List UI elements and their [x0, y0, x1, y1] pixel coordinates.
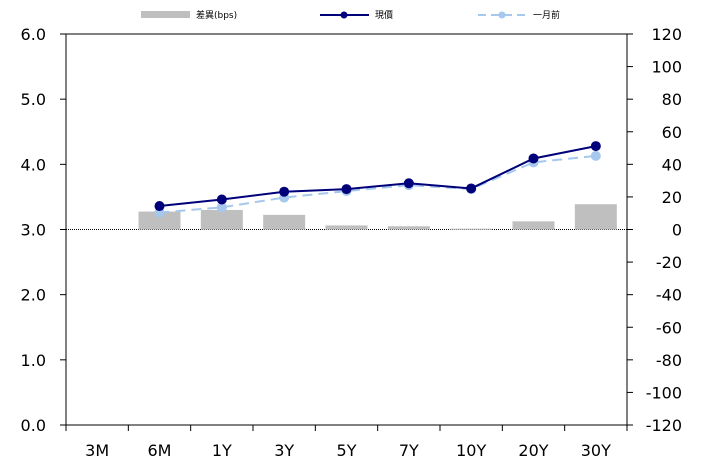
month-ago-point-30Y	[590, 150, 601, 161]
left-tick-label: 4.0	[21, 155, 46, 174]
current-point-6M	[154, 201, 165, 212]
x-tick-label: 3M	[85, 441, 109, 460]
right-tick-label: -120	[646, 416, 682, 435]
right-tick-label: -80	[656, 351, 682, 370]
x-tick-label: 20Y	[518, 441, 548, 460]
left-tick-label: 1.0	[21, 351, 46, 370]
bar-30Y	[574, 204, 617, 230]
bar-7Y	[387, 226, 430, 230]
current-point-7Y	[403, 178, 414, 189]
axes: 0.0 1.0 2.0 3.0 4.0 5.0 6.0 -120 -100 -80 -60 -40 -2…	[21, 25, 682, 460]
bar-series	[138, 204, 617, 230]
x-tick-label: 3Y	[274, 441, 294, 460]
bar-20Y	[512, 221, 555, 230]
legend-swatch-marker	[498, 11, 506, 19]
x-tick-label: 30Y	[581, 441, 611, 460]
legend-label: 現價	[375, 10, 393, 21]
right-tick-label: 100	[651, 58, 682, 77]
current-point-1Y	[216, 194, 227, 205]
right-tick-label: 120	[651, 25, 682, 44]
bar-1Y	[200, 209, 243, 230]
right-tick-label: -60	[656, 318, 682, 337]
left-tick-label: 3.0	[21, 221, 46, 240]
bar-5Y	[325, 225, 368, 230]
right-tick-label: 60	[662, 123, 682, 142]
line-series	[154, 141, 601, 218]
right-tick-label: -20	[656, 253, 682, 272]
month-ago-line	[159, 154, 596, 214]
right-tick-label: 40	[662, 155, 682, 174]
left-tick-label: 2.0	[21, 286, 46, 305]
right-tick-label: -40	[656, 286, 682, 305]
current-point-20Y	[528, 153, 539, 164]
right-tick-label: 80	[662, 90, 682, 109]
legend-swatch-marker	[340, 11, 348, 19]
month-ago-point-1Y	[216, 202, 227, 213]
right-tick-label: -100	[646, 383, 682, 402]
current-point-10Y	[466, 183, 477, 194]
legend-swatch-bar	[141, 11, 190, 18]
left-tick-label: 0.0	[21, 416, 46, 435]
current-point-3Y	[279, 186, 290, 197]
right-tick-label: 20	[662, 188, 682, 207]
x-tick-label: 1Y	[212, 441, 232, 460]
right-tick-label: 0	[672, 221, 682, 240]
legend-label: 差異(bps)	[196, 9, 237, 21]
x-tick-label: 5Y	[337, 441, 357, 460]
x-tick-label: 6M	[148, 441, 172, 460]
left-tick-label: 6.0	[21, 25, 46, 44]
x-tick-label: 10Y	[456, 441, 486, 460]
bar-3Y	[263, 214, 306, 230]
current-point-5Y	[341, 184, 352, 195]
legend-label: 一月前	[533, 9, 560, 21]
x-tick-label: 7Y	[399, 441, 419, 460]
current-point-30Y	[590, 141, 601, 152]
left-tick-label: 5.0	[21, 90, 46, 109]
bar-10Y	[450, 228, 493, 230]
legend: 差異(bps) 現價 一月前	[141, 9, 560, 21]
bar-6M	[138, 211, 181, 230]
current-line	[159, 145, 597, 208]
